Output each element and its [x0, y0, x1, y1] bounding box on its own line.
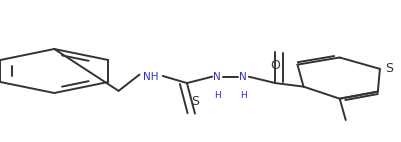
- Text: N: N: [239, 72, 247, 82]
- Text: N: N: [213, 72, 221, 82]
- Text: O: O: [270, 59, 279, 72]
- Text: H: H: [239, 91, 246, 100]
- Text: S: S: [190, 95, 198, 108]
- Text: NH: NH: [143, 72, 158, 82]
- Text: H: H: [213, 91, 220, 100]
- Text: S: S: [384, 62, 392, 75]
